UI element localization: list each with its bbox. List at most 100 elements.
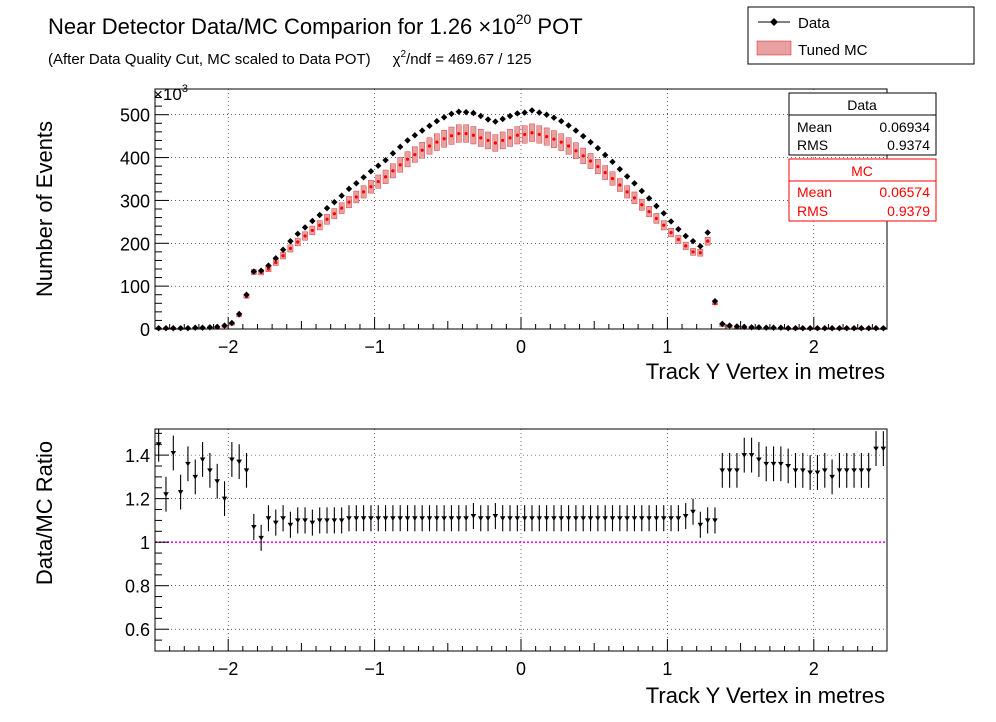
data-point bbox=[623, 173, 631, 180]
x-tick-label: −2 bbox=[218, 659, 239, 679]
ratio-point bbox=[836, 468, 843, 473]
mc-point bbox=[501, 138, 505, 143]
top-data-series bbox=[155, 107, 887, 332]
mc-point bbox=[691, 250, 695, 254]
ratio-point bbox=[251, 524, 257, 530]
data-point bbox=[784, 324, 792, 332]
mc-point bbox=[318, 223, 322, 227]
ratio-point bbox=[668, 516, 674, 521]
ratio-point bbox=[880, 446, 887, 452]
mc-point bbox=[706, 239, 710, 243]
ratio-point bbox=[375, 516, 382, 521]
mc-point bbox=[354, 195, 358, 199]
x-tick-label: 1 bbox=[662, 659, 672, 679]
mc-point bbox=[449, 134, 454, 138]
ratio-point bbox=[851, 468, 857, 473]
data-point bbox=[850, 324, 858, 332]
mc-point bbox=[266, 267, 271, 271]
ratio-point bbox=[309, 520, 316, 526]
ratio-point bbox=[390, 516, 396, 521]
mc-point bbox=[347, 200, 351, 204]
data-point bbox=[521, 109, 528, 116]
ratio-point bbox=[829, 474, 835, 480]
ratio-point bbox=[558, 516, 565, 521]
data-point bbox=[514, 110, 521, 117]
bottom-panel: −2 −1 0 1 2 0.6 0.8 1 1.2 1.4 Track Y Vertex in m… bbox=[32, 428, 888, 708]
mc-point bbox=[376, 179, 380, 184]
data-point bbox=[711, 297, 719, 305]
mc-point bbox=[464, 131, 468, 136]
top-x-label: Track Y Vertex in metres bbox=[646, 359, 885, 384]
ratio-point bbox=[858, 468, 865, 473]
x-tick-label: 0 bbox=[516, 337, 526, 357]
data-point bbox=[719, 320, 726, 328]
ratio-point bbox=[214, 479, 221, 484]
data-point bbox=[389, 150, 397, 157]
mc-point bbox=[420, 148, 424, 152]
top-axes: −2 −1 0 1 2 0 100 200 300 400 500 bbox=[120, 88, 888, 357]
ratio-point bbox=[843, 468, 850, 473]
x-tick-label: 2 bbox=[809, 337, 819, 357]
data-point bbox=[411, 132, 419, 139]
data-point bbox=[828, 324, 836, 332]
data-point bbox=[550, 114, 558, 121]
y-multiplier-base: ×10 bbox=[153, 85, 182, 104]
ratio-point bbox=[653, 516, 660, 521]
ratio-point bbox=[624, 516, 630, 521]
y-tick-label: 1 bbox=[140, 533, 150, 553]
ratio-point bbox=[294, 518, 301, 524]
mc-point bbox=[523, 132, 527, 137]
legend-data-marker bbox=[770, 18, 778, 26]
mc-point bbox=[618, 183, 622, 187]
ratio-point bbox=[551, 516, 557, 521]
data-point bbox=[272, 255, 279, 262]
data-point bbox=[777, 324, 785, 331]
data-point bbox=[660, 210, 667, 217]
ratio-point bbox=[778, 461, 784, 467]
x-tick-label: 2 bbox=[809, 659, 819, 679]
mc-point bbox=[435, 140, 439, 144]
ratio-point bbox=[404, 516, 411, 521]
data-point bbox=[726, 322, 733, 329]
top-panel: −2 −1 0 1 2 0 100 200 300 400 500 ×103 Track Y Ver… bbox=[32, 83, 937, 384]
data-point bbox=[506, 112, 514, 120]
mc-point bbox=[281, 254, 285, 258]
mc-point bbox=[442, 137, 446, 141]
data-point bbox=[316, 211, 323, 219]
ratio-point bbox=[265, 516, 272, 521]
ratio-point bbox=[712, 518, 718, 524]
mc-point bbox=[552, 137, 556, 141]
chart-subtitle: (After Data Quality Cut, MC scaled to Da… bbox=[48, 49, 532, 68]
data-point bbox=[199, 324, 206, 331]
data-point bbox=[645, 195, 653, 202]
y-tick-label: 1.2 bbox=[125, 490, 150, 510]
data-point bbox=[631, 180, 638, 187]
mc-point bbox=[479, 136, 483, 140]
ratio-point bbox=[221, 496, 228, 502]
mc-point bbox=[457, 131, 461, 136]
data-point bbox=[265, 262, 272, 269]
ratio-point bbox=[419, 516, 425, 521]
ratio-point bbox=[785, 464, 791, 469]
ratio-point bbox=[229, 457, 235, 463]
data-point bbox=[697, 243, 704, 250]
ratio-point bbox=[455, 516, 462, 521]
subtitle-cut-text: (After Data Quality Cut, MC scaled to Da… bbox=[48, 51, 371, 68]
legend: Data Tuned MC bbox=[747, 6, 975, 65]
data-point bbox=[294, 230, 301, 238]
ratio-point bbox=[543, 516, 550, 521]
ratio-point bbox=[602, 516, 608, 521]
mc-point bbox=[493, 141, 497, 145]
ratio-point bbox=[741, 453, 748, 458]
ratio-point bbox=[807, 470, 813, 476]
data-point bbox=[484, 116, 492, 123]
stats-box-data: Data Mean 0.06934 RMS 0.9374 bbox=[788, 92, 937, 156]
ratio-point bbox=[185, 461, 191, 467]
ratio-point bbox=[763, 461, 770, 467]
data-point bbox=[638, 187, 645, 195]
mc-point bbox=[574, 149, 578, 153]
ratio-point bbox=[595, 516, 601, 521]
data-point bbox=[814, 324, 821, 332]
mc-point bbox=[310, 228, 314, 233]
ratio-point bbox=[170, 450, 177, 456]
